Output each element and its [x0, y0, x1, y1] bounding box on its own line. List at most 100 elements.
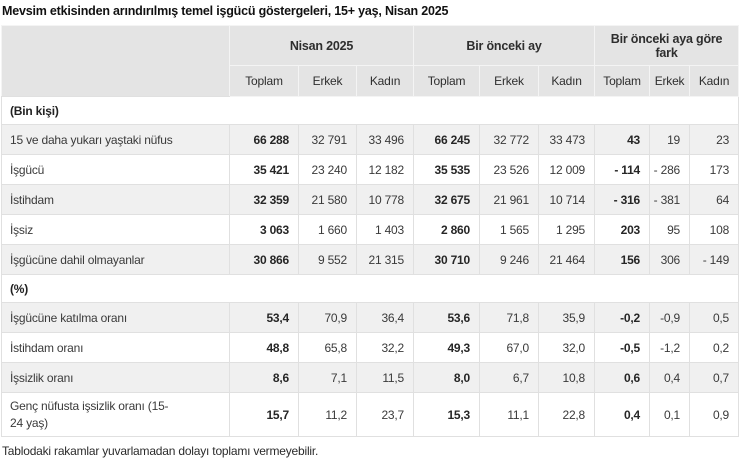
section-label: (%): [0, 274, 740, 303]
cell: 23,7: [356, 392, 414, 437]
cell: 22,8: [537, 392, 596, 437]
row-istihdam-orani: İstihdam oranı 48,8 65,8 32,2 49,3 67,0 …: [1, 332, 740, 363]
cell: 0,2: [689, 332, 740, 363]
cell: 156: [594, 244, 651, 275]
col-group-fark: Bir önceki aya göre fark: [594, 25, 740, 66]
sub-header-toplam: Toplam: [229, 65, 299, 97]
cell: 15,7: [229, 392, 299, 437]
cell: 65,8: [298, 332, 357, 363]
cell: 12 009: [537, 154, 596, 185]
row-istihdam: İstihdam 32 359 21 580 10 778 32 675 21 …: [1, 184, 740, 215]
cell: 32 675: [413, 184, 480, 215]
cell: 7,1: [298, 362, 357, 393]
cell: 43: [594, 124, 651, 155]
sub-header-erkek: Erkek: [649, 65, 691, 97]
cell: 0,9: [689, 392, 740, 437]
table-header: Nisan 2025 Bir önceki ay Bir önceki aya …: [1, 25, 740, 97]
cell: 33 496: [356, 124, 414, 155]
cell: 30 710: [413, 244, 480, 275]
section-yuzde: (%): [0, 274, 740, 303]
cell: 0,4: [594, 392, 651, 437]
cell: 21 961: [479, 184, 539, 215]
cell: 70,9: [298, 302, 357, 333]
cell: - 316: [594, 184, 651, 215]
cell: 173: [689, 154, 740, 185]
cell: 53,4: [229, 302, 299, 333]
cell: 10,8: [537, 362, 596, 393]
cell: 11,2: [298, 392, 357, 437]
cell: 66 245: [413, 124, 480, 155]
cell: 23 240: [298, 154, 357, 185]
cell: 1 565: [479, 214, 539, 245]
cell: - 149: [689, 244, 740, 275]
row-label: Genç nüfusta işsizlik oranı (15-24 yaş): [1, 392, 230, 437]
cell: 10 714: [537, 184, 596, 215]
cell: 8,0: [413, 362, 480, 393]
cell: -0,2: [594, 302, 651, 333]
cell: 9 552: [298, 244, 357, 275]
sub-header-toplam: Toplam: [594, 65, 651, 97]
cell: 12 182: [356, 154, 414, 185]
cell: 21 580: [298, 184, 357, 215]
row-isgucu: İşgücü 35 421 23 240 12 182 35 535 23 52…: [1, 154, 740, 185]
row-nufus: 15 ve daha yukarı yaştaki nüfus 66 288 3…: [1, 124, 740, 155]
cell: 21 464: [537, 244, 596, 275]
sub-header-erkek: Erkek: [479, 65, 539, 97]
cell: 53,6: [413, 302, 480, 333]
cell: 30 866: [229, 244, 299, 275]
cell: 9 246: [479, 244, 539, 275]
cell: 0,1: [649, 392, 691, 437]
cell: 23 526: [479, 154, 539, 185]
cell: 108: [689, 214, 740, 245]
cell: 35,9: [537, 302, 596, 333]
row-label: İşsiz: [1, 214, 230, 245]
sub-header-kadin: Kadın: [537, 65, 596, 97]
cell: 203: [594, 214, 651, 245]
cell: 0,6: [594, 362, 651, 393]
cell: -1,2: [649, 332, 691, 363]
corner-cell: [1, 25, 230, 97]
cell: 66 288: [229, 124, 299, 155]
cell: 1 660: [298, 214, 357, 245]
cell: 3 063: [229, 214, 299, 245]
cell: 36,4: [356, 302, 414, 333]
cell: 71,8: [479, 302, 539, 333]
cell: 11,1: [479, 392, 539, 437]
cell: 49,3: [413, 332, 480, 363]
cell: - 381: [649, 184, 691, 215]
col-group-nisan-2025: Nisan 2025: [229, 25, 414, 66]
cell: 32,2: [356, 332, 414, 363]
cell: 306: [649, 244, 691, 275]
cell: 19: [649, 124, 691, 155]
sub-header-kadin: Kadın: [356, 65, 414, 97]
sub-header-toplam: Toplam: [413, 65, 480, 97]
cell: 0,5: [689, 302, 740, 333]
row-label: İstihdam oranı: [1, 332, 230, 363]
cell: 0,4: [649, 362, 691, 393]
page-title: Mevsim etkisinden arındırılmış temel işg…: [2, 4, 449, 18]
cell: 67,0: [479, 332, 539, 363]
row-label: İstihdam: [1, 184, 230, 215]
cell: 32,0: [537, 332, 596, 363]
row-label: İşgücü: [1, 154, 230, 185]
cell: 32 359: [229, 184, 299, 215]
sub-header-erkek: Erkek: [298, 65, 357, 97]
row-label: İşgücüne katılma oranı: [1, 302, 230, 333]
cell: 35 421: [229, 154, 299, 185]
cell: 95: [649, 214, 691, 245]
cell: -0,5: [594, 332, 651, 363]
row-label: İşgücüne dahil olmayanlar: [1, 244, 230, 275]
row-katilma-orani: İşgücüne katılma oranı 53,4 70,9 36,4 53…: [1, 302, 740, 333]
cell: 21 315: [356, 244, 414, 275]
row-issizlik-orani: İşsizlik oranı 8,6 7,1 11,5 8,0 6,7 10,8…: [1, 362, 740, 393]
labour-force-table: Nisan 2025 Bir önceki ay Bir önceki aya …: [0, 25, 740, 437]
sub-header-row: Toplam Erkek Kadın Toplam Erkek Kadın To…: [2, 65, 740, 97]
cell: 6,7: [479, 362, 539, 393]
row-genc-issizlik-orani: Genç nüfusta işsizlik oranı (15-24 yaş) …: [1, 392, 740, 437]
cell: 2 860: [413, 214, 480, 245]
cell: 15,3: [413, 392, 480, 437]
cell: 64: [689, 184, 740, 215]
section-label: (Bin kişi): [0, 96, 740, 125]
row-issiz: İşsiz 3 063 1 660 1 403 2 860 1 565 1 29…: [1, 214, 740, 245]
